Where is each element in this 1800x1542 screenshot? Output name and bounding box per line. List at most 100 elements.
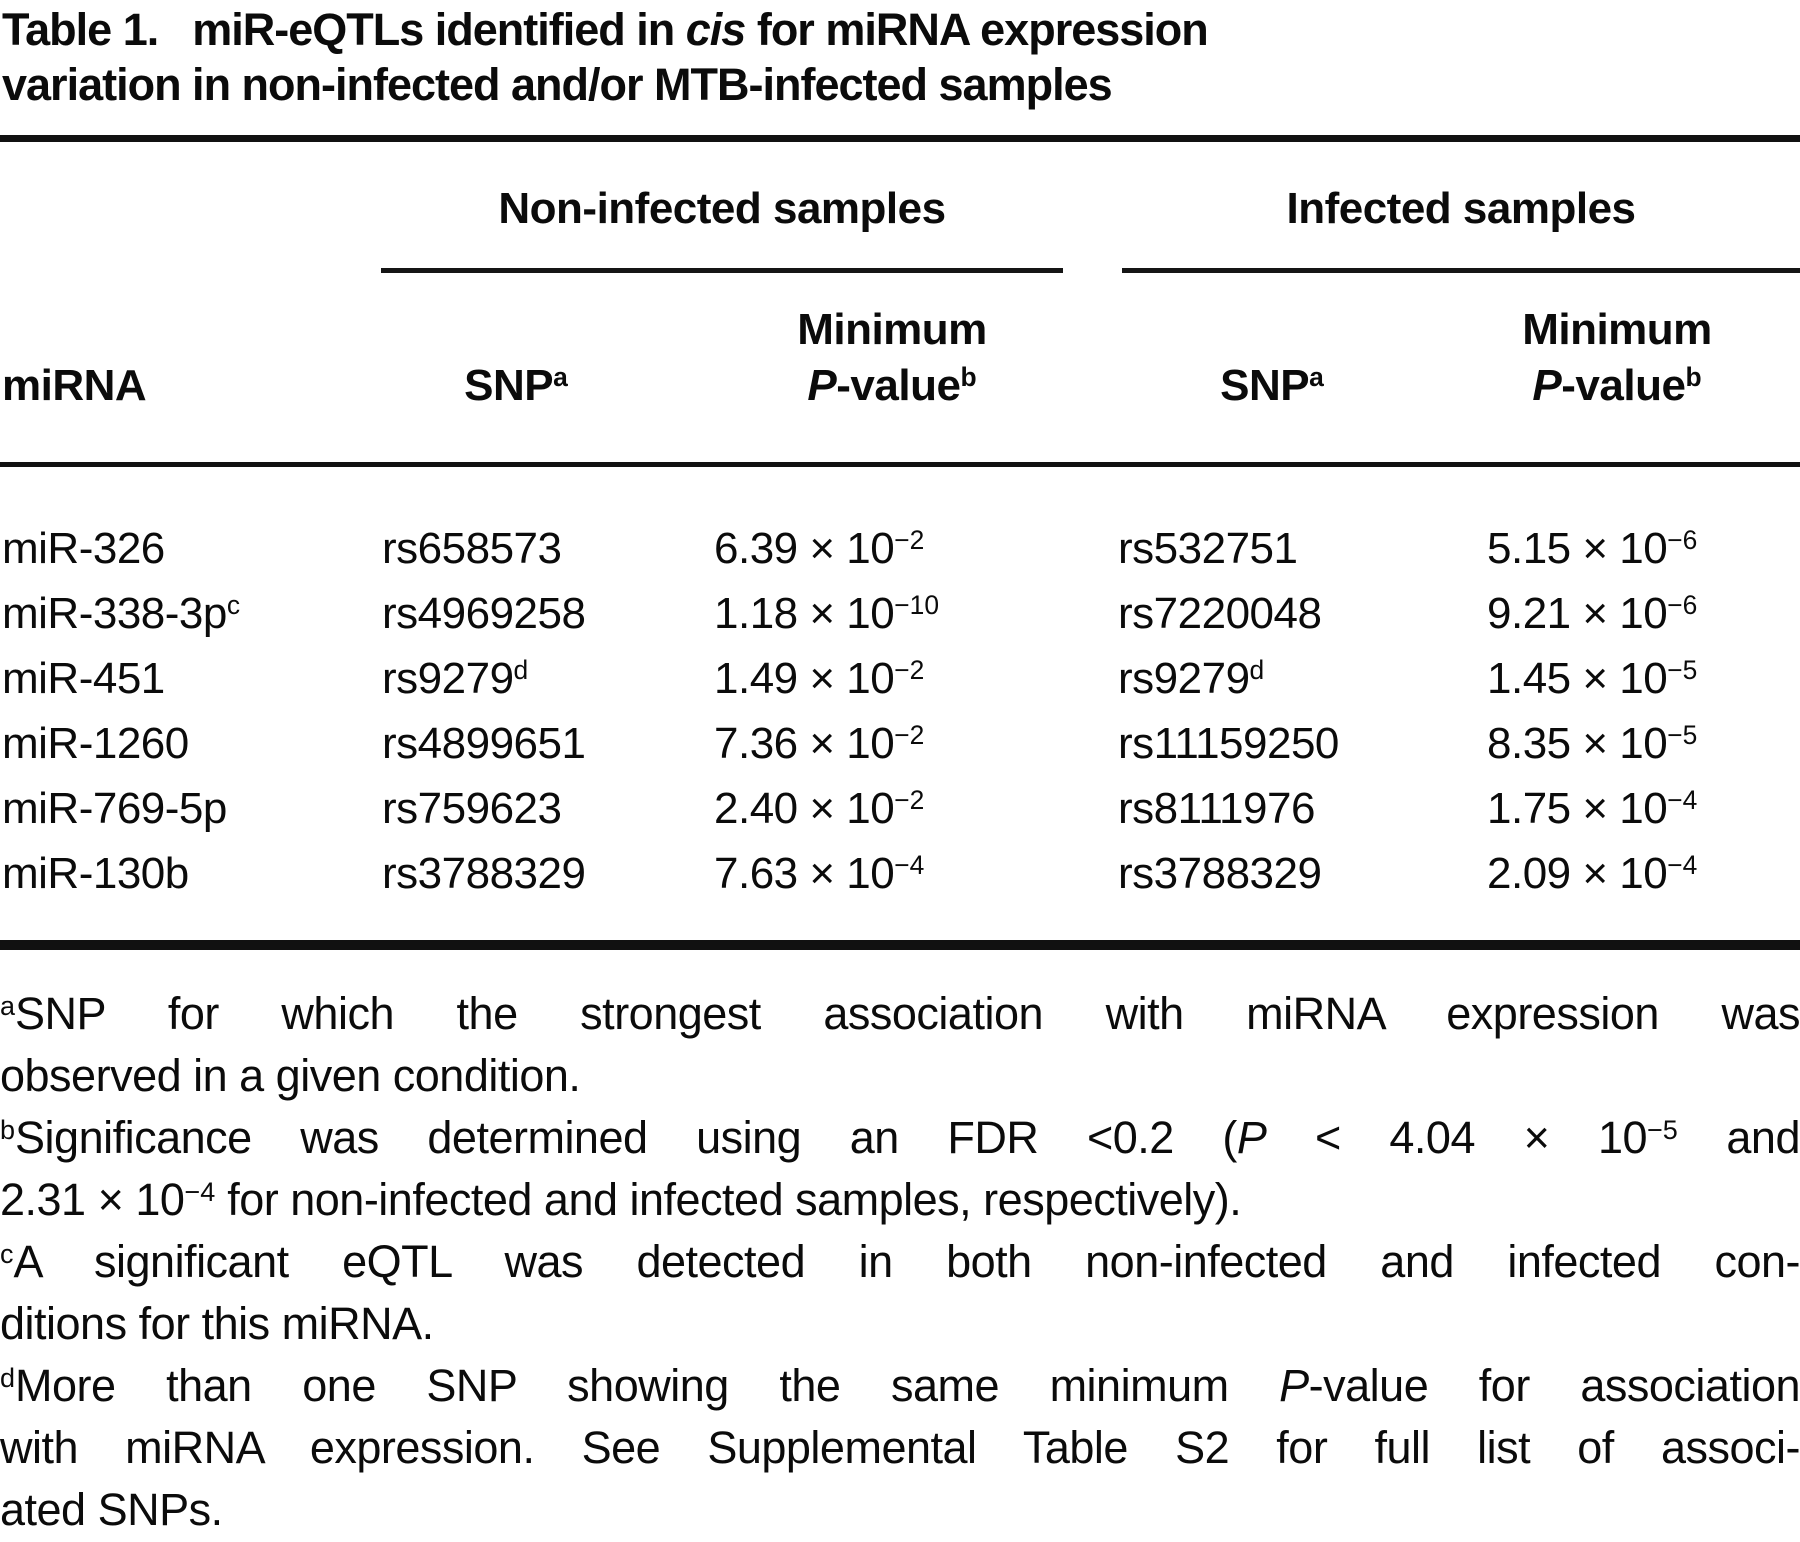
title-text-1: miR-eQTLs identified in	[192, 4, 686, 55]
pvalue-cell-non-infected-text: 7.63 × 10	[714, 849, 895, 898]
footnote-segment: with miRNA expression. See Supplemental …	[0, 1422, 1800, 1473]
footnote-segment: observed in a given condition.	[0, 1050, 581, 1101]
table-number-label: Table 1.	[2, 4, 159, 55]
mirna-cell-text: miR-130b	[2, 849, 189, 898]
footnote-line: cA significant eQTL was detected in both…	[0, 1231, 1800, 1293]
title-text-2: for miRNA expression	[745, 4, 1209, 55]
table-body: miR-326 rs658573 6.39 × 10−2 rs532751 5.15 ×…	[0, 467, 1800, 906]
p-italic: P	[1532, 361, 1562, 410]
footnote-segment: 2.31 × 10	[0, 1174, 185, 1225]
mirna-cell: miR-326	[0, 516, 380, 581]
snp-cell-non-infected-sup: d	[513, 655, 529, 686]
footnote-line: aSNP for which the strongest association…	[0, 983, 1800, 1045]
footnote-segment: Significance was determined using an FDR…	[15, 1112, 1237, 1163]
snp-cell-infected-text: rs7220048	[1118, 589, 1322, 638]
snp-cell-non-infected-text: rs658573	[382, 524, 562, 573]
pvalue-cell-non-infected: 7.36 × 10−2	[712, 711, 1116, 776]
footnote-segment: ated SNPs.	[0, 1484, 223, 1535]
value-label: -value	[836, 361, 961, 410]
snp-cell-non-infected: rs4899651	[380, 711, 712, 776]
pvalue-cell-infected-text: 1.75 × 10	[1487, 784, 1668, 833]
snp-cell-infected: rs7220048	[1116, 581, 1485, 646]
pvalue-cell-infected-sup: −6	[1667, 590, 1698, 621]
group-underline-infected	[1122, 268, 1800, 273]
value-label: -value	[1561, 361, 1686, 410]
column-header-pvalue-infected: Minimum P-valueb	[1437, 302, 1797, 414]
pvalue-cell-non-infected-text: 2.40 × 10	[714, 784, 895, 833]
table-title: Table 1. miR-eQTLs identified in cis for …	[0, 0, 1800, 112]
footnote-segment: −5	[1647, 1114, 1678, 1145]
pvalue-cell-non-infected: 1.18 × 10−10	[712, 581, 1116, 646]
group-header-infected: Infected samples	[1286, 184, 1636, 233]
mirna-cell: miR-130b	[0, 841, 380, 906]
pvalue-footnote-marker: b	[1685, 362, 1702, 393]
snp-footnote-marker: a	[553, 362, 568, 393]
pvalue-cell-non-infected-sup: −2	[894, 785, 925, 816]
snp-cell-infected-text: rs3788329	[1118, 849, 1322, 898]
snp-cell-non-infected-text: rs3788329	[382, 849, 586, 898]
pvalue-cell-non-infected-sup: −4	[894, 850, 925, 881]
table-row: miR-338-3pc rs4969258 1.18 × 10−10 rs722004…	[0, 581, 1800, 646]
header-separator-rule	[0, 462, 1800, 467]
footnote-line: observed in a given condition.	[0, 1045, 1800, 1107]
table-row: miR-326 rs658573 6.39 × 10−2 rs532751 5.15 ×…	[0, 516, 1800, 581]
mirna-cell: miR-451	[0, 646, 380, 711]
pvalue-cell-non-infected: 2.40 × 10−2	[712, 776, 1116, 841]
footnote-line: 2.31 × 10−4 for non-infected and infecte…	[0, 1169, 1800, 1231]
footnote-line: bSignificance was determined using an FD…	[0, 1107, 1800, 1169]
footnote-segment: SNP for which the strongest association …	[15, 988, 1800, 1039]
footnote-segment: ditions for this miRNA.	[0, 1298, 434, 1349]
snp-cell-non-infected: rs3788329	[380, 841, 712, 906]
title-separator-rule	[0, 135, 1800, 142]
footnote-a: aSNP for which the strongest association…	[0, 983, 1800, 1107]
footnote-segment: −4	[184, 1176, 216, 1207]
snp-cell-infected: rs8111976	[1116, 776, 1485, 841]
column-header-snp-non-infected: SNPa	[381, 358, 651, 414]
footnote-segment: -value for association	[1308, 1360, 1800, 1411]
snp-cell-infected: rs11159250	[1116, 711, 1485, 776]
footnote-marker: d	[0, 1362, 16, 1393]
pvalue-cell-non-infected: 1.49 × 10−2	[712, 646, 1116, 711]
p-italic: P	[807, 361, 837, 410]
footnote-segment: < 4.04 × 10	[1266, 1112, 1648, 1163]
snp-footnote-marker: a	[1309, 362, 1324, 393]
pvalue-cell-infected: 5.15 × 10−6	[1485, 516, 1800, 581]
footnote-segment: P	[1236, 1112, 1267, 1163]
snp-cell-infected: rs9279d	[1116, 646, 1485, 711]
title-cis-italic: cis	[685, 4, 747, 55]
pvalue-cell-infected-text: 8.35 × 10	[1487, 719, 1668, 768]
mirna-cell-sup: c	[226, 590, 241, 621]
column-header-snp-infected: SNPa	[1122, 358, 1422, 414]
snp-cell-infected-text: rs532751	[1118, 524, 1298, 573]
pvalue-cell-infected: 9.21 × 10−6	[1485, 581, 1800, 646]
pvalue-cell-infected-sup: −5	[1667, 720, 1698, 751]
snp-cell-infected: rs532751	[1116, 516, 1485, 581]
pvalue-cell-infected-sup: −4	[1667, 850, 1698, 881]
snp-cell-infected-text: rs9279	[1118, 654, 1250, 703]
pvalue-cell-non-infected-text: 1.49 × 10	[714, 654, 895, 703]
snp-cell-infected-text: rs11159250	[1118, 719, 1339, 768]
snp-cell-infected-sup: d	[1249, 655, 1265, 686]
pvalue-cell-non-infected-sup: −10	[894, 590, 940, 621]
mirna-cell-text: miR-769-5p	[2, 784, 227, 833]
pvalue-cell-non-infected-text: 1.18 × 10	[714, 589, 895, 638]
snp-label: SNP	[1220, 361, 1310, 410]
pvalue-cell-infected: 1.75 × 10−4	[1485, 776, 1800, 841]
column-header-mirna: miRNA	[2, 361, 147, 410]
footnote-line: ated SNPs.	[0, 1479, 1800, 1541]
footnote-c: cA significant eQTL was detected in both…	[0, 1231, 1800, 1355]
snp-cell-infected-text: rs8111976	[1118, 784, 1315, 833]
snp-cell-non-infected: rs9279d	[380, 646, 712, 711]
pvalue-cell-non-infected-sup: −2	[894, 655, 925, 686]
snp-cell-non-infected: rs4969258	[380, 581, 712, 646]
minimum-label: Minimum	[1522, 305, 1712, 354]
pvalue-cell-infected-sup: −5	[1667, 655, 1698, 686]
pvalue-cell-non-infected-text: 7.36 × 10	[714, 719, 895, 768]
footnote-segment: and	[1677, 1112, 1800, 1163]
footnote-line: with miRNA expression. See Supplemental …	[0, 1417, 1800, 1479]
snp-cell-non-infected-text: rs4899651	[382, 719, 586, 768]
pvalue-cell-non-infected-sup: −2	[894, 525, 925, 556]
footnote-segment: A significant eQTL was detected in both …	[13, 1236, 1800, 1287]
pvalue-cell-non-infected-sup: −2	[894, 720, 925, 751]
